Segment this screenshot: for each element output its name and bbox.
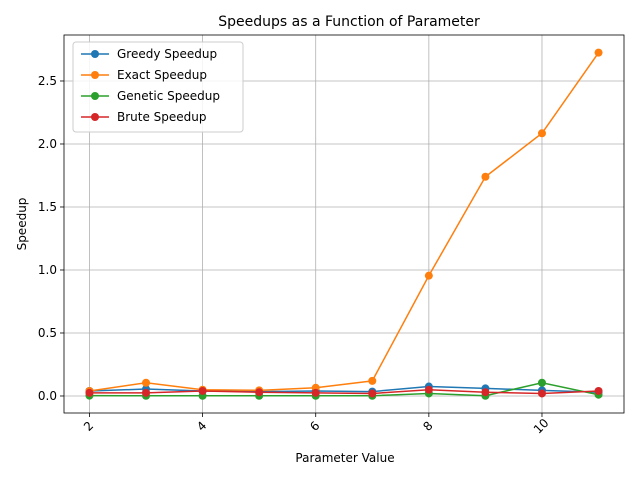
series-line <box>89 381 599 397</box>
data-point <box>594 386 603 395</box>
grid <box>64 35 624 413</box>
y-tick-label: 0.5 <box>38 326 57 340</box>
data-point <box>594 48 603 57</box>
data-point <box>368 376 377 385</box>
y-tick-label: 2.0 <box>38 137 57 151</box>
legend-marker <box>91 50 99 58</box>
data-point <box>142 388 151 397</box>
data-point <box>311 388 320 397</box>
legend-item: Brute Speedup <box>81 110 207 124</box>
data-point <box>424 271 433 280</box>
legend-marker <box>91 92 99 100</box>
data-point <box>537 389 546 398</box>
series-layer <box>85 48 603 400</box>
y-axis-label: Speedup <box>15 198 29 251</box>
legend: Greedy Speedup Exact Speedup Genetic Speed… <box>72 41 244 133</box>
data-point <box>368 389 377 398</box>
legend-item: Greedy Speedup <box>81 47 217 61</box>
series-line <box>89 388 599 395</box>
data-point <box>85 388 94 397</box>
y-tick-label: 1.5 <box>38 200 57 214</box>
legend-item: Genetic Speedup <box>81 89 220 103</box>
y-tick-label: 1.0 <box>38 263 57 277</box>
legend-item: Exact Speedup <box>81 68 207 82</box>
y-tick-label: 0.0 <box>38 389 57 403</box>
legend-marker <box>91 113 99 121</box>
data-point <box>481 388 490 397</box>
series-line <box>89 52 600 392</box>
data-point <box>142 378 151 387</box>
data-point <box>537 378 546 387</box>
data-point <box>537 129 546 138</box>
data-point <box>481 172 490 181</box>
y-tick-label: 2.5 <box>38 74 57 88</box>
x-axis-label: Parameter Value <box>295 451 394 465</box>
legend-label: Brute Speedup <box>117 110 207 124</box>
y-axis-ticks: 0.0 0.5 1.0 1.5 2.0 2.5 <box>38 74 64 403</box>
data-point <box>198 386 207 395</box>
plot-frame <box>63 34 625 414</box>
legend-label: Exact Speedup <box>117 68 207 82</box>
chart-title: Speedups as a Function of Parameter <box>218 14 480 30</box>
legend-label: Genetic Speedup <box>117 89 220 103</box>
series-brute-speedup <box>85 385 603 398</box>
legend-box <box>72 41 244 133</box>
data-point <box>424 385 433 394</box>
legend-label: Greedy Speedup <box>117 47 217 61</box>
data-point <box>255 388 264 397</box>
legend-marker <box>91 71 99 79</box>
